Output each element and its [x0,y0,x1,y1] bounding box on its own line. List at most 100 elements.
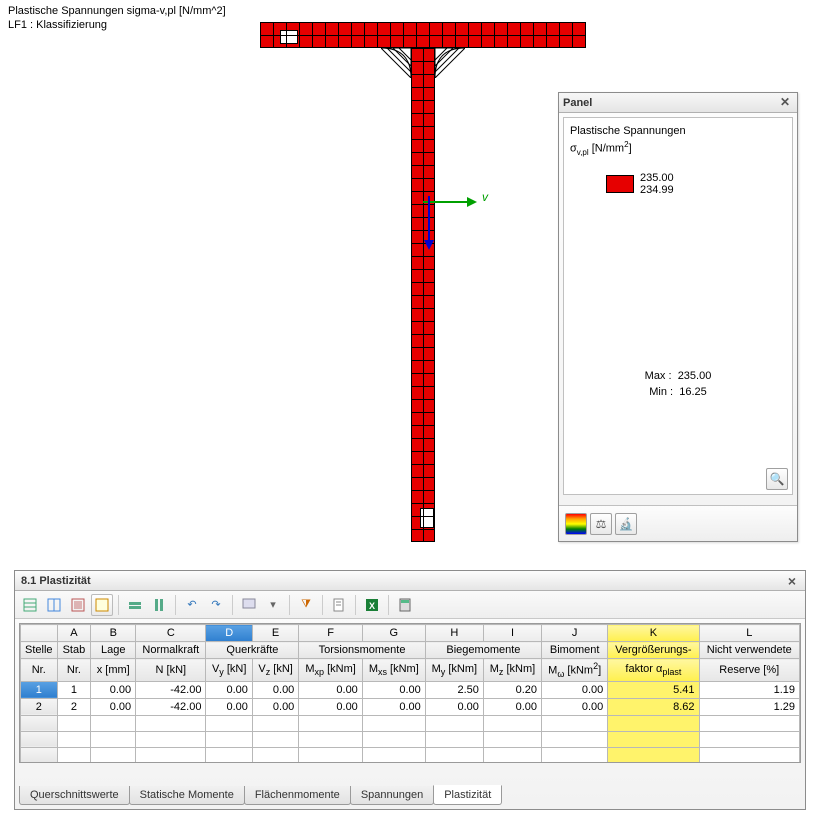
mesh [507,22,508,48]
mesh [411,425,435,426]
mesh [411,113,435,114]
mesh [559,22,560,48]
tb-filter-icon[interactable]: ⧩ [295,594,317,616]
tb-page-icon[interactable] [328,594,350,616]
tb-grid4-icon[interactable] [91,594,113,616]
close-icon[interactable]: ✕ [777,96,793,110]
mesh [411,347,435,348]
tb-calculator-icon[interactable] [394,594,416,616]
results-window: 8.1 Plastizität × ↶ ↷ ▾ ⧩ X A [14,570,806,810]
mesh [411,516,435,517]
mesh [411,360,435,361]
mesh [411,334,435,335]
panel-titlebar[interactable]: Panel ✕ [559,93,797,113]
mesh [546,22,547,48]
legend-panel: Panel ✕ Plastische Spannungen σv,pl [N/m… [558,92,798,542]
tb-excel-icon[interactable]: X [361,594,383,616]
mesh [411,399,435,400]
mesh [411,529,435,530]
overlay-text: Plastische Spannungen sigma-v,pl [N/mm^2… [8,4,226,32]
table-row[interactable]: 220.00-42.000.000.000.000.000.000.000.00… [21,698,800,715]
mesh [442,22,443,48]
min-value: 16.25 [679,386,707,398]
tab-spannungen[interactable]: Spannungen [350,786,434,805]
mesh [411,464,435,465]
sub-header-row: Nr. Nr. x [mm] N [kN] Vy [kN] Vz [kN] Mx… [21,659,800,682]
mesh [325,22,326,48]
min-label: Min : [649,386,673,398]
mesh [455,22,456,48]
overlay-line1: Plastische Spannungen sigma-v,pl [N/mm^2… [8,4,226,18]
panel-footer: ⚖ 🔬 [559,505,797,541]
mesh [494,22,495,48]
fillet-right [435,48,465,78]
patch [280,30,298,44]
max-label: Max : [645,370,672,382]
tb-col-icon[interactable] [148,594,170,616]
tb-row-icon[interactable] [124,594,146,616]
mesh [312,22,313,48]
mesh [411,256,435,257]
tb-chevron-down-icon[interactable]: ▾ [262,594,284,616]
results-toolbar: ↶ ↷ ▾ ⧩ X [15,591,805,619]
mesh [411,165,435,166]
mesh [403,22,404,48]
max-value: 235.00 [678,370,712,382]
tb-undo-icon[interactable]: ↶ [181,594,203,616]
tb-grid2-icon[interactable] [43,594,65,616]
mesh [286,22,287,48]
mesh [411,438,435,439]
mesh [273,22,274,48]
mesh [411,386,435,387]
mesh [468,22,469,48]
mesh [416,22,417,48]
panel-stats: Max : 235.00 Min : 16.25 [564,368,792,400]
mesh [411,269,435,270]
mesh [533,22,534,48]
mesh [260,22,261,48]
results-grid[interactable]: A B C D E F G H I J K L Stelle Stab Lage [19,623,801,763]
fillet-left [381,48,411,78]
results-title-text: 8.1 Plastizität [21,575,91,587]
tab-plastizitaet[interactable]: Plastizität [433,785,502,805]
mesh [411,100,435,101]
table-row[interactable]: 110.00-42.000.000.000.000.002.500.200.00… [21,681,800,698]
panel-subtitle-2: σv,pl [N/mm2] [570,138,786,160]
group-header-row: Stelle Stab Lage Normalkraft Querkräfte … [21,642,800,659]
mesh [411,152,435,153]
mesh [411,321,435,322]
tab-flaechenmomente[interactable]: Flächenmomente [244,786,351,805]
mesh [411,48,435,49]
zoom-icon[interactable]: 🔍 [766,468,788,490]
tb-grid1-icon[interactable] [19,594,41,616]
balance-icon[interactable]: ⚖ [590,513,612,535]
tb-view-icon[interactable] [238,594,260,616]
color-scale-icon[interactable] [565,513,587,535]
tab-statische-momente[interactable]: Statische Momente [129,786,245,805]
close-icon[interactable]: × [785,573,799,589]
axis-z-arrow [421,196,437,256]
mesh [572,22,573,48]
mesh [411,451,435,452]
tb-grid3-icon[interactable] [67,594,89,616]
mesh [377,22,378,48]
mesh [520,22,521,48]
mesh [411,61,435,62]
legend-color-swatch [606,175,634,193]
legend-top-value: 235.00 [640,172,674,184]
tab-querschnittswerte[interactable]: Querschnittswerte [19,786,130,805]
mesh [411,295,435,296]
tb-redo-icon[interactable]: ↷ [205,594,227,616]
mesh [585,22,586,48]
microscope-icon[interactable]: 🔬 [615,513,637,535]
results-titlebar[interactable]: 8.1 Plastizität × [15,571,805,591]
mesh [411,477,435,478]
legend-entry: 235.00 234.99 [606,172,674,196]
mesh [429,22,430,48]
mesh [411,308,435,309]
mesh [411,126,435,127]
mesh [411,139,435,140]
mesh [411,191,435,192]
mesh [481,22,482,48]
mesh [364,22,365,48]
